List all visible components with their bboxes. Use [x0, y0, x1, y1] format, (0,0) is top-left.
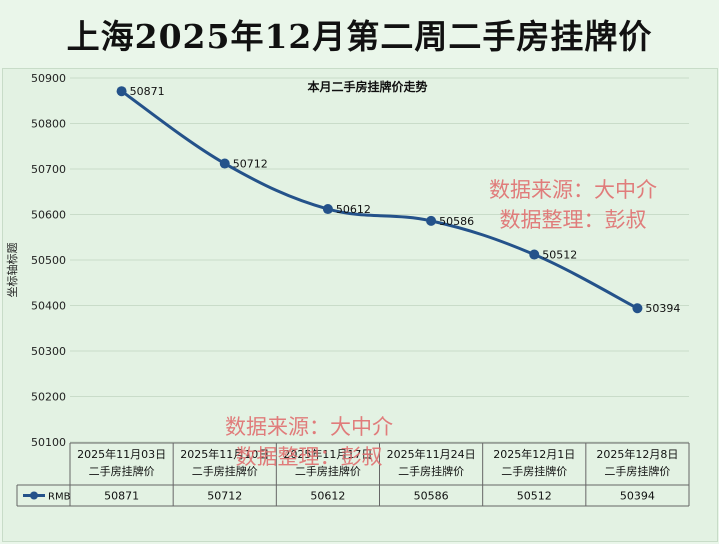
x-tick-label: 2025年11月24日 — [387, 447, 476, 461]
table-value: 50586 — [414, 490, 449, 503]
data-point — [116, 86, 127, 97]
watermark-author: 数据整理：彭叔 — [235, 445, 383, 469]
data-label: 50712 — [233, 158, 268, 171]
x-tick-label: 二手房挂牌价 — [89, 464, 155, 478]
data-label: 50612 — [336, 203, 371, 216]
x-tick-label: 2025年11月03日 — [77, 447, 166, 461]
y-tick-label: 50400 — [31, 300, 66, 313]
y-tick-label: 50600 — [31, 209, 66, 222]
x-tick-label: 2025年12月8日 — [596, 447, 678, 461]
chart-title: 本月二手房挂牌价走势 — [307, 79, 427, 94]
watermark-bottom: 数据来源：大中介 数据整理：彭叔 — [225, 412, 393, 472]
table-value: 50394 — [620, 490, 655, 503]
table-value: 50512 — [517, 490, 552, 503]
data-point — [219, 158, 230, 169]
table-value: 50612 — [310, 490, 345, 503]
x-tick-label: 2025年11月10日 — [180, 447, 269, 461]
data-label: 50871 — [130, 85, 165, 98]
data-label: 50586 — [439, 215, 474, 228]
y-tick-label: 50300 — [31, 345, 66, 358]
line-chart: 50100 50200 50300 50400 50500 50600 50700 50800… — [5, 72, 690, 507]
x-tick-label: 二手房挂牌价 — [604, 464, 670, 478]
x-tick-label: 二手房挂牌价 — [501, 464, 567, 478]
watermark-author: 数据整理：彭叔 — [499, 208, 647, 232]
x-tick-label: 二手房挂牌价 — [192, 464, 258, 478]
series-line-rmb — [120, 89, 639, 310]
chart-panel: 50100 50200 50300 50400 50500 50600 50700 50800… — [2, 68, 718, 542]
y-tick-label: 50900 — [31, 72, 66, 85]
table-value: 50871 — [104, 490, 139, 503]
table-value: 50712 — [207, 490, 242, 503]
y-tick-label: 50100 — [31, 436, 66, 449]
y-tick-label: 50800 — [31, 118, 66, 131]
watermark-top: 数据来源：大中介 数据整理：彭叔 — [489, 175, 657, 235]
data-point — [632, 303, 643, 314]
y-axis-title: 坐标轴标题 — [5, 243, 19, 298]
x-tick-label: 二手房挂牌价 — [295, 464, 361, 478]
data-point — [322, 204, 333, 215]
x-tick-label: 2025年11月17日 — [283, 447, 372, 461]
data-point — [529, 249, 540, 260]
y-tick-label: 50200 — [31, 391, 66, 404]
data-label: 50394 — [645, 302, 680, 315]
legend-label: RMB — [48, 492, 71, 503]
data-label: 50512 — [542, 249, 577, 262]
page-title: 上海2025年12月第二周二手房挂牌价 — [0, 0, 719, 68]
watermark-source: 数据来源：大中介 — [225, 415, 393, 439]
legend-marker — [30, 491, 38, 500]
x-tick-label: 2025年12月1日 — [493, 447, 575, 461]
watermark-source: 数据来源：大中介 — [489, 178, 657, 202]
data-point — [426, 215, 437, 226]
x-tick-label: 二手房挂牌价 — [398, 464, 464, 478]
y-tick-label: 50500 — [31, 254, 66, 267]
y-tick-label: 50700 — [31, 163, 66, 176]
